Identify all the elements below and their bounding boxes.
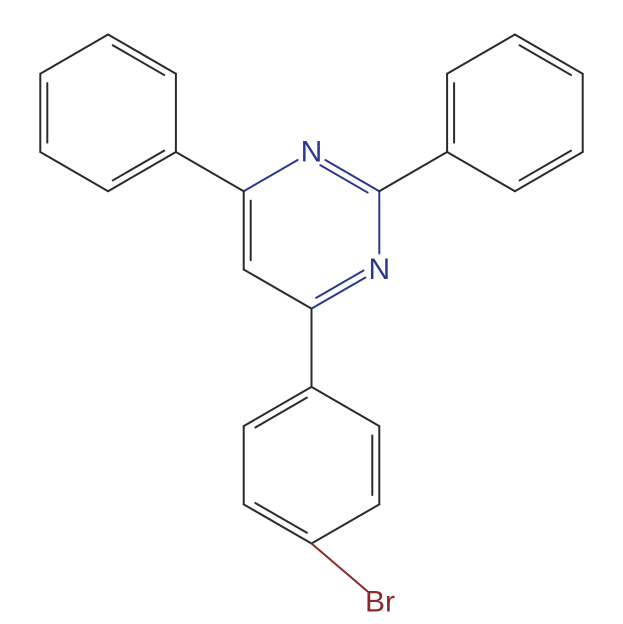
bond: [312, 544, 368, 592]
bond: [255, 503, 307, 533]
bond: [108, 35, 176, 74]
bond: [325, 160, 379, 191]
bond: [320, 165, 367, 192]
bond: [312, 277, 366, 308]
nitrogen-atom-label: N: [368, 253, 390, 286]
bond: [113, 45, 165, 75]
bromine-atom-label: Br: [365, 586, 395, 619]
bond: [244, 387, 312, 426]
molecule-diagram: N N Br: [0, 0, 623, 624]
bond: [316, 271, 363, 298]
bond-layer: [40, 35, 582, 592]
bond: [312, 387, 380, 426]
bond: [255, 398, 307, 428]
nitrogen-atom-label: N: [301, 136, 323, 169]
bond: [515, 152, 583, 191]
bond: [244, 270, 312, 309]
bond: [244, 504, 312, 543]
bond: [379, 152, 447, 191]
bond: [447, 152, 515, 191]
bond: [40, 35, 108, 74]
bond: [447, 35, 515, 74]
bond: [520, 151, 572, 181]
bond: [312, 504, 380, 543]
bond: [520, 45, 572, 75]
bond: [40, 152, 108, 191]
bond: [113, 151, 165, 181]
bond: [244, 160, 298, 191]
bond: [515, 35, 583, 74]
bond: [176, 152, 244, 191]
bond: [108, 152, 176, 191]
